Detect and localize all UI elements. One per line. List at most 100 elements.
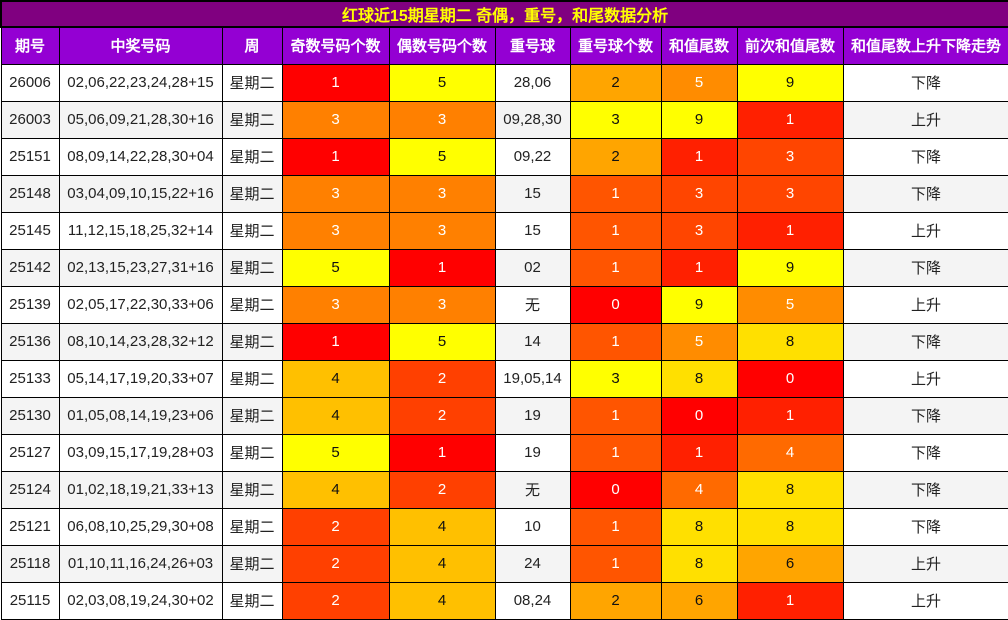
cell-prev-sum-tail: 6 (736, 544, 844, 583)
cell-repeat-count: 2 (569, 137, 662, 176)
cell-prev-sum-tail: 8 (736, 322, 844, 361)
cell-weekday: 星期二 (221, 396, 283, 435)
cell-trend: 上升 (842, 100, 1008, 139)
table-row: 25145 11,12,15,18,25,32+14 星期二 3 3 15 1 3 1 上升 (0, 211, 1008, 250)
cell-prev-sum-tail: 8 (736, 507, 844, 546)
cell-sum-tail: 1 (660, 137, 738, 176)
table-row: 25139 02,05,17,22,30,33+06 星期二 3 3 无 0 9 5 上升 (0, 285, 1008, 324)
cell-weekday: 星期二 (221, 100, 283, 139)
header-prev-sum-tail: 前次和值尾数 (736, 26, 844, 65)
cell-sum-tail: 1 (660, 433, 738, 472)
cell-repeat-count: 1 (569, 248, 662, 287)
cell-odd-count: 5 (281, 433, 390, 472)
header-even-count: 偶数号码个数 (388, 26, 496, 65)
cell-weekday: 星期二 (221, 322, 283, 361)
header-issue: 期号 (0, 26, 60, 65)
cell-odd-count: 2 (281, 544, 390, 583)
cell-odd-count: 1 (281, 322, 390, 361)
cell-repeat-balls: 02 (494, 248, 571, 287)
cell-issue: 25151 (0, 137, 60, 176)
cell-issue: 25130 (0, 396, 60, 435)
cell-prev-sum-tail: 1 (736, 396, 844, 435)
cell-numbers: 02,05,17,22,30,33+06 (58, 285, 223, 324)
cell-odd-count: 2 (281, 581, 390, 620)
cell-repeat-balls: 无 (494, 470, 571, 509)
cell-prev-sum-tail: 4 (736, 433, 844, 472)
cell-weekday: 星期二 (221, 507, 283, 546)
cell-prev-sum-tail: 1 (736, 100, 844, 139)
header-weekday: 周 (221, 26, 283, 65)
cell-repeat-balls: 15 (494, 211, 571, 250)
table-row: 26006 02,06,22,23,24,28+15 星期二 1 5 28,06 2 5 9 下降 (0, 63, 1008, 102)
cell-repeat-count: 1 (569, 433, 662, 472)
cell-weekday: 星期二 (221, 470, 283, 509)
cell-numbers: 02,13,15,23,27,31+16 (58, 248, 223, 287)
cell-repeat-count: 1 (569, 544, 662, 583)
cell-repeat-count: 3 (569, 100, 662, 139)
cell-even-count: 4 (388, 544, 496, 583)
table-row: 25133 05,14,17,19,20,33+07 星期二 4 2 19,05,14 3 8… (0, 359, 1008, 398)
cell-numbers: 02,03,08,19,24,30+02 (58, 581, 223, 620)
cell-trend: 下降 (842, 507, 1008, 546)
cell-repeat-balls: 14 (494, 322, 571, 361)
cell-repeat-balls: 10 (494, 507, 571, 546)
cell-sum-tail: 8 (660, 544, 738, 583)
cell-odd-count: 3 (281, 174, 390, 213)
cell-issue: 25124 (0, 470, 60, 509)
cell-prev-sum-tail: 3 (736, 174, 844, 213)
header-repeat-count: 重号球个数 (569, 26, 662, 65)
cell-numbers: 01,05,08,14,19,23+06 (58, 396, 223, 435)
cell-numbers: 02,06,22,23,24,28+15 (58, 63, 223, 102)
table-row: 25127 03,09,15,17,19,28+03 星期二 5 1 19 1 1 4 下降 (0, 433, 1008, 472)
cell-repeat-count: 3 (569, 359, 662, 398)
cell-sum-tail: 1 (660, 248, 738, 287)
header-repeat-balls: 重号球 (494, 26, 571, 65)
cell-weekday: 星期二 (221, 63, 283, 102)
cell-prev-sum-tail: 3 (736, 137, 844, 176)
cell-even-count: 3 (388, 211, 496, 250)
table-row: 25148 03,04,09,10,15,22+16 星期二 3 3 15 1 3 3 下降 (0, 174, 1008, 213)
cell-weekday: 星期二 (221, 248, 283, 287)
cell-trend: 下降 (842, 433, 1008, 472)
cell-issue: 25145 (0, 211, 60, 250)
cell-trend: 下降 (842, 63, 1008, 102)
header-numbers: 中奖号码 (58, 26, 223, 65)
cell-issue: 25121 (0, 507, 60, 546)
cell-trend: 上升 (842, 544, 1008, 583)
cell-prev-sum-tail: 9 (736, 63, 844, 102)
cell-prev-sum-tail: 5 (736, 285, 844, 324)
cell-sum-tail: 4 (660, 470, 738, 509)
cell-even-count: 5 (388, 322, 496, 361)
table-row: 25124 01,02,18,19,21,33+13 星期二 4 2 无 0 4 8 下降 (0, 470, 1008, 509)
cell-repeat-balls: 无 (494, 285, 571, 324)
cell-odd-count: 2 (281, 507, 390, 546)
cell-repeat-balls: 19 (494, 396, 571, 435)
header-row: 期号 中奖号码周奇数号码个数 偶数号码个数 重号球 重号球个数 和值尾数 前次和值尾数 和值尾… (0, 26, 1008, 65)
cell-sum-tail: 9 (660, 285, 738, 324)
cell-numbers: 03,04,09,10,15,22+16 (58, 174, 223, 213)
cell-sum-tail: 9 (660, 100, 738, 139)
cell-numbers: 05,14,17,19,20,33+07 (58, 359, 223, 398)
cell-repeat-count: 1 (569, 174, 662, 213)
cell-sum-tail: 5 (660, 63, 738, 102)
cell-issue: 25148 (0, 174, 60, 213)
cell-issue: 26006 (0, 63, 60, 102)
table-row: 25136 08,10,14,23,28,32+12 星期二 1 5 14 1 5 8 下降 (0, 322, 1008, 361)
cell-numbers: 01,02,18,19,21,33+13 (58, 470, 223, 509)
cell-even-count: 4 (388, 581, 496, 620)
cell-odd-count: 1 (281, 63, 390, 102)
cell-weekday: 星期二 (221, 211, 283, 250)
cell-numbers: 11,12,15,18,25,32+14 (58, 211, 223, 250)
cell-even-count: 3 (388, 285, 496, 324)
cell-odd-count: 5 (281, 248, 390, 287)
cell-numbers: 08,09,14,22,28,30+04 (58, 137, 223, 176)
cell-weekday: 星期二 (221, 359, 283, 398)
cell-issue: 25127 (0, 433, 60, 472)
cell-repeat-count: 1 (569, 211, 662, 250)
cell-weekday: 星期二 (221, 581, 283, 620)
cell-trend: 上升 (842, 285, 1008, 324)
cell-odd-count: 3 (281, 100, 390, 139)
cell-odd-count: 4 (281, 470, 390, 509)
cell-sum-tail: 3 (660, 174, 738, 213)
